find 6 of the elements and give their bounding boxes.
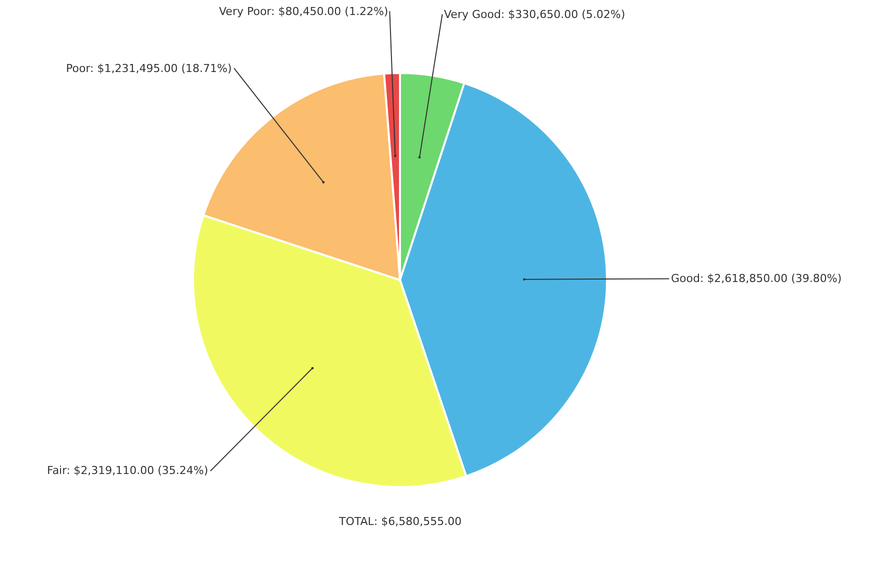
slice-label: Very Good: $330,650.00 (5.02%) [444, 8, 626, 21]
slice-label: Fair: $2,319,110.00 (35.24%) [47, 464, 208, 477]
text: TOTAL: $6,580,555.00 [338, 515, 462, 528]
slice-label: Poor: $1,231,495.00 (18.71%) [66, 62, 232, 75]
slice-label: Very Poor: $80,450.00 (1.22%) [219, 5, 388, 18]
slice-label: Good: $2,618,850.00 (39.80%) [671, 272, 842, 285]
